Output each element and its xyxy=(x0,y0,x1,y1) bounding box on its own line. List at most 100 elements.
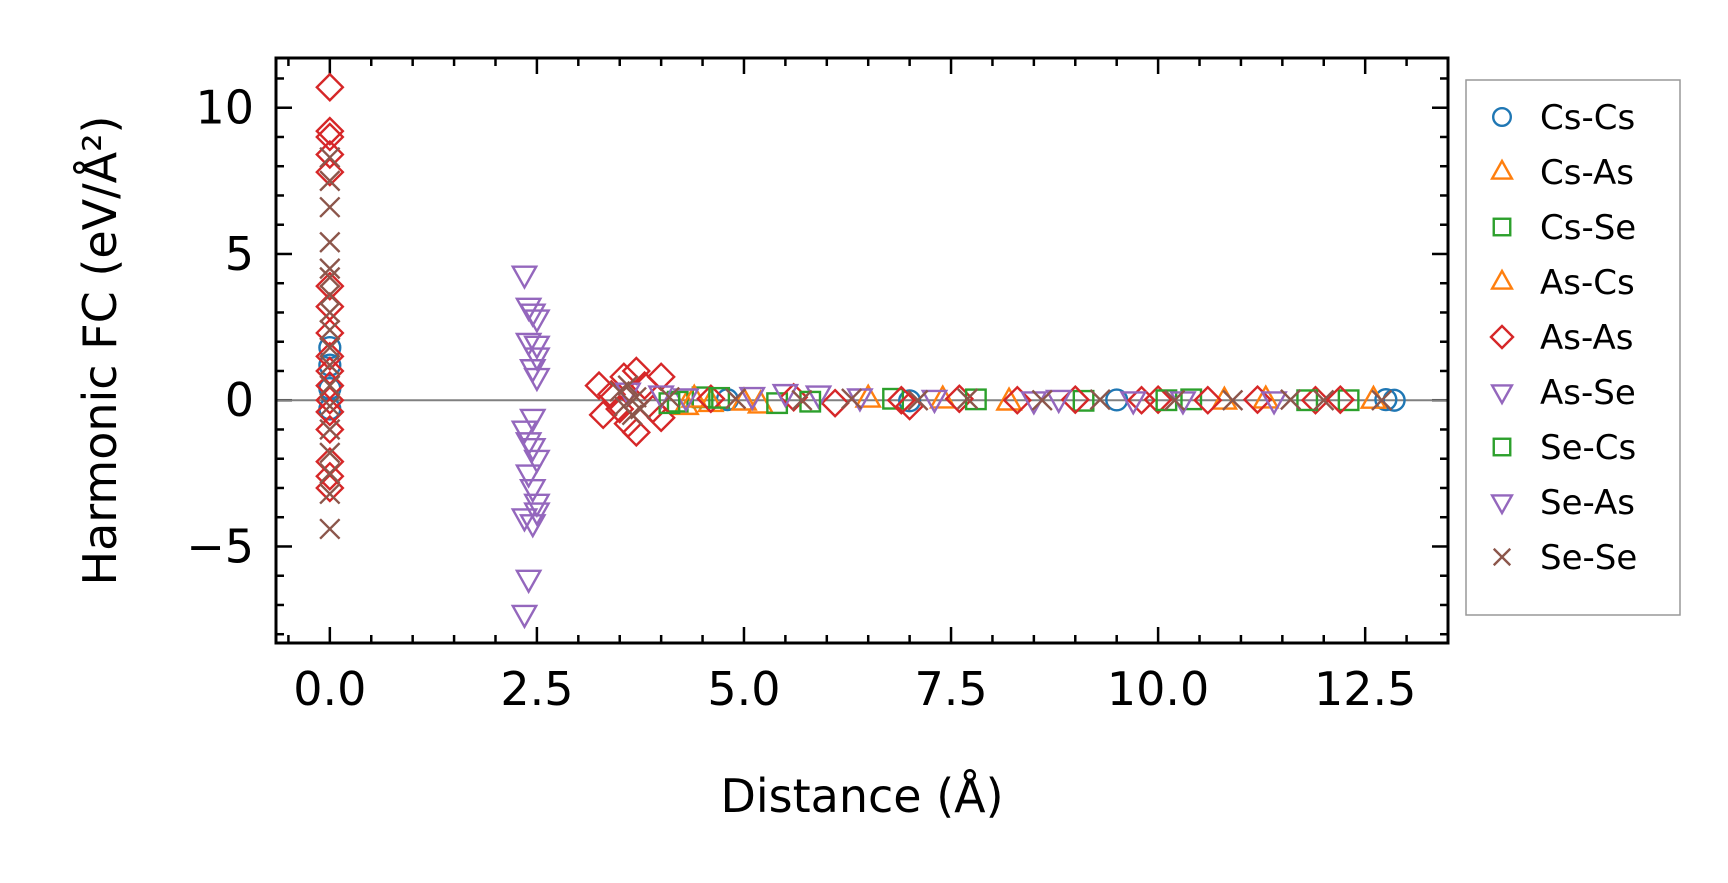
data-point xyxy=(315,414,345,445)
data-point xyxy=(315,341,345,372)
data-point xyxy=(771,383,800,409)
legend-marker xyxy=(1490,384,1514,406)
ticks-layer xyxy=(276,58,1450,643)
data-point xyxy=(319,258,341,280)
data-point xyxy=(1371,389,1393,411)
series-se-se xyxy=(319,146,1393,540)
legend-item: Se-Se xyxy=(1492,538,1637,578)
y-axis-label: Harmonic FC (eV/Å²) xyxy=(73,116,127,586)
data-point xyxy=(1143,384,1173,415)
data-point xyxy=(514,464,543,489)
legend-item: Se-As xyxy=(1490,483,1635,523)
legend-item: Cs-Se xyxy=(1492,208,1636,248)
data-point xyxy=(995,386,1023,411)
y-tick-label: 5 xyxy=(225,227,254,281)
data-point xyxy=(1280,389,1302,411)
data-point xyxy=(319,375,341,397)
legend-marker xyxy=(1492,547,1512,567)
data-point xyxy=(1374,388,1398,412)
x-tick-label: 7.5 xyxy=(914,662,987,716)
data-point xyxy=(1296,389,1319,412)
data-point xyxy=(1222,389,1244,411)
data-point xyxy=(1119,391,1148,416)
data-point xyxy=(319,170,341,192)
data-point xyxy=(319,301,341,324)
data-point xyxy=(791,389,813,411)
data-point xyxy=(1180,388,1203,411)
legend-label: Cs-As xyxy=(1540,153,1634,193)
data-point xyxy=(318,353,342,377)
series-as-se xyxy=(510,265,1288,630)
data-point xyxy=(319,395,341,417)
legend-marker xyxy=(1489,324,1515,350)
data-point xyxy=(519,408,547,434)
data-point xyxy=(319,336,341,359)
data-point xyxy=(319,231,341,253)
legend-marker xyxy=(1492,217,1512,237)
legend-label: Se-As xyxy=(1540,483,1635,523)
data-point xyxy=(944,384,975,414)
data-point xyxy=(510,265,539,290)
data-point xyxy=(514,569,543,595)
tick-labels-layer: 0.0 2.5 5.0 7.5 10.0 12.5 −5 0 5 10 xyxy=(186,81,1416,716)
data-point xyxy=(1242,384,1273,415)
data-point xyxy=(514,432,543,457)
y-tick-label: −5 xyxy=(186,519,254,573)
data-point xyxy=(319,518,341,540)
data-point xyxy=(315,461,345,491)
data-point xyxy=(1337,389,1360,412)
data-point xyxy=(666,390,689,413)
legend: Cs-Cs Cs-As Cs-Se As-Cs As-As As-Se Se-Cs Se-As… xyxy=(1465,79,1681,616)
data-point xyxy=(319,284,341,306)
data-point xyxy=(510,508,539,533)
data-point xyxy=(1164,389,1186,411)
legend-label: Se-Cs xyxy=(1540,428,1636,468)
x-tick-label: 10.0 xyxy=(1107,662,1209,716)
data-point xyxy=(315,72,345,102)
data-point xyxy=(523,449,551,475)
data-point xyxy=(1260,391,1288,416)
x-tick-label: 2.5 xyxy=(500,662,573,716)
data-points-layer xyxy=(315,72,1406,630)
data-point xyxy=(957,388,979,410)
y-tick-label: 10 xyxy=(195,81,254,135)
legend-item: Cs-Cs xyxy=(1491,98,1635,138)
data-point xyxy=(523,502,551,527)
data-point xyxy=(804,385,833,410)
data-point xyxy=(514,332,543,358)
data-point xyxy=(319,146,341,169)
data-point xyxy=(1089,389,1111,411)
data-point xyxy=(523,309,551,334)
data-point xyxy=(315,116,345,146)
data-point xyxy=(319,462,341,484)
data-point xyxy=(730,386,758,411)
data-point xyxy=(319,483,341,505)
data-point xyxy=(920,389,949,415)
data-point xyxy=(523,367,551,393)
legend-marker xyxy=(1492,437,1512,457)
legend-item: Cs-As xyxy=(1490,153,1634,193)
series-as-as xyxy=(315,72,1356,503)
series-se-as xyxy=(514,297,1197,527)
data-point xyxy=(1325,384,1356,415)
data-point xyxy=(1002,385,1032,415)
data-point xyxy=(519,478,547,504)
data-point xyxy=(1044,389,1073,415)
data-point xyxy=(841,388,863,410)
legend-marker xyxy=(1490,158,1514,180)
legend-label: As-Se xyxy=(1540,373,1636,413)
data-point xyxy=(315,122,345,152)
legend-item: As-Cs xyxy=(1490,263,1635,303)
data-point xyxy=(523,493,551,519)
x-tick-label: 5.0 xyxy=(707,662,780,716)
data-point xyxy=(625,386,647,408)
data-point xyxy=(514,297,543,323)
data-point xyxy=(315,397,345,427)
data-point xyxy=(523,347,551,372)
data-point xyxy=(629,398,652,420)
data-point xyxy=(1072,389,1095,412)
x-tick-label: 12.5 xyxy=(1314,662,1416,716)
data-point xyxy=(1300,385,1331,415)
data-point xyxy=(319,266,341,288)
